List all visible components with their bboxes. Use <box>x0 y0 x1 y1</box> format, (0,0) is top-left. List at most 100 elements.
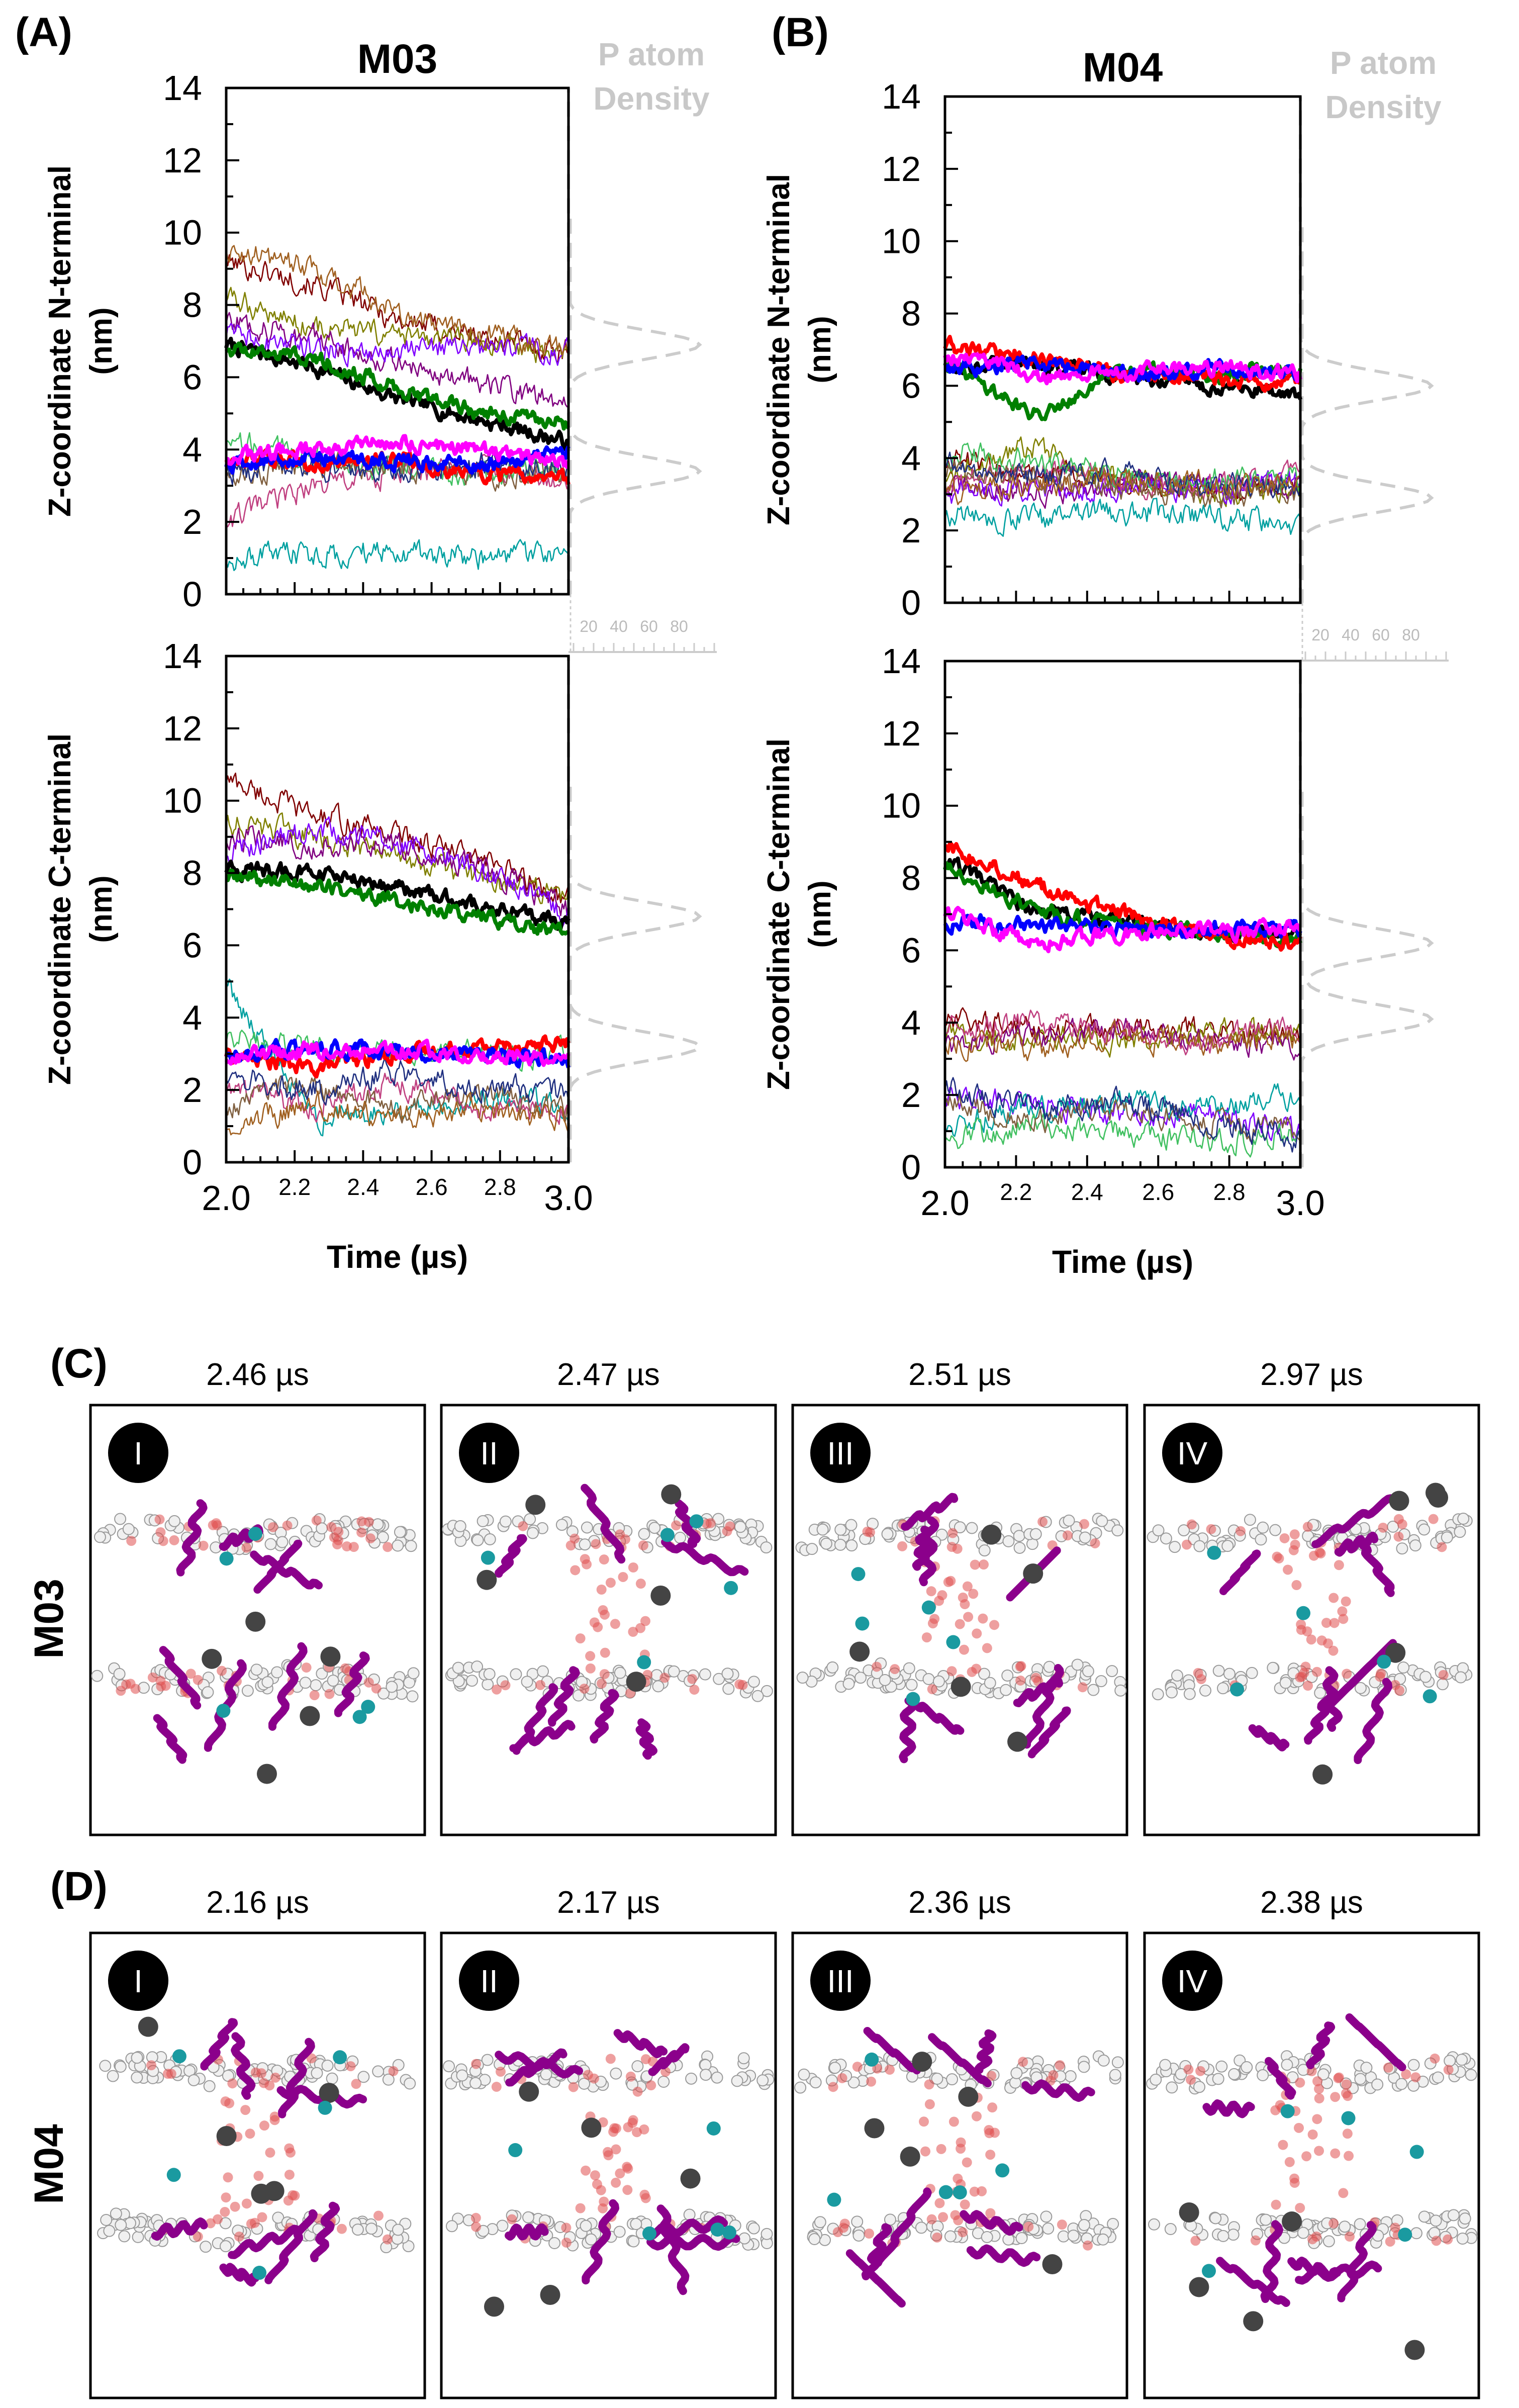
dark-bead <box>519 2081 539 2102</box>
chart-B_top: P atom Density 20 40 60 80 0 2 4 6 8 10 12 14 M04 Z-coo… <box>762 45 1449 662</box>
helix-ribbon <box>675 1499 701 1548</box>
lipid-head-bead <box>847 2076 860 2089</box>
water-bead <box>169 1535 179 1545</box>
water-bead <box>324 1689 335 1699</box>
water-bead <box>885 2065 895 2075</box>
lipid-head-bead <box>110 2207 122 2220</box>
helix-ribbon <box>1306 2021 1336 2070</box>
water-bead <box>1328 1645 1339 1656</box>
lipid-head-bead <box>1043 1660 1056 1673</box>
lipid-head-bead <box>202 1686 214 1699</box>
helix-ribbon <box>908 1697 965 1735</box>
lipid-head-bead <box>1193 2081 1206 2093</box>
water-bead <box>946 1542 957 1552</box>
lipid-head-bead <box>1354 1682 1367 1694</box>
water-bead <box>1190 2236 1201 2246</box>
series-thin-8 <box>944 1093 1301 1142</box>
helix-ribbon <box>646 2234 740 2251</box>
lipid-head-bead <box>852 2229 865 2242</box>
lipid-head-bead <box>1078 2219 1090 2232</box>
lipid-head-bead <box>271 1666 283 1679</box>
y-axis-label-line1: Z-coordinate N-terminal <box>762 174 796 525</box>
water-bead <box>968 1589 979 1599</box>
density-label-line1: P atom <box>1330 45 1437 81</box>
water-bead <box>589 2073 599 2084</box>
lipid-head-bead <box>674 1531 687 1544</box>
series-thin-3 <box>225 825 569 916</box>
snapshot-frame <box>89 1931 426 2399</box>
water-bead <box>948 2116 959 2127</box>
helix-ribbon <box>960 2210 1023 2236</box>
roman-badge <box>1162 1951 1222 2011</box>
roman-badge <box>108 1423 168 1483</box>
marker-bead <box>219 1551 234 1566</box>
water-bead <box>985 2208 996 2218</box>
lipid-head-bead <box>261 1676 274 1689</box>
snapshot-time: 2.46 µs <box>206 1357 309 1392</box>
x-tick-label: 2.2 <box>1000 1179 1032 1205</box>
water-bead <box>956 2144 966 2154</box>
water-bead <box>217 1665 227 1676</box>
lipid-head-bead <box>1109 2069 1121 2081</box>
series-thin-3 <box>225 312 569 408</box>
water-bead <box>268 1522 278 1532</box>
water-bead <box>1295 1672 1305 1683</box>
water-bead <box>963 1612 974 1622</box>
lipid-head-bead <box>484 1533 496 1545</box>
lipid-head-bead <box>471 1660 484 1673</box>
water-bead <box>227 2078 238 2089</box>
helix-ribbon <box>648 2043 690 2076</box>
lipid-head-bead <box>407 1667 420 1680</box>
water-bead <box>1385 2236 1395 2247</box>
roman-badge <box>459 1951 519 2011</box>
series-thick-1 <box>224 859 571 931</box>
snapshot-d-2: 2.17 µs II <box>440 1885 777 2399</box>
protein-ribbons <box>1219 1494 1397 1765</box>
helix-ribbon <box>1357 1538 1395 1597</box>
lipid-head-bead <box>1064 2070 1077 2083</box>
helix-ribbon <box>613 2029 668 2059</box>
helix-ribbon <box>874 2187 932 2267</box>
marker-bead <box>1280 2104 1295 2118</box>
lipid-head-bead <box>445 2220 458 2233</box>
roman-numeral: I <box>134 1963 143 1999</box>
roman-numeral: II <box>480 1435 498 1471</box>
water-bead <box>599 1669 610 1680</box>
marker-bead <box>706 2121 721 2136</box>
water-bead <box>1295 2202 1305 2213</box>
series-thin-4 <box>225 323 569 367</box>
water-bead <box>921 1632 932 1643</box>
dark-bead <box>864 2118 885 2139</box>
water-bead <box>585 1651 596 1661</box>
water-bead <box>1330 2148 1341 2159</box>
lipid-head-bead <box>107 2070 119 2082</box>
water-bead <box>363 1677 374 1688</box>
lipid-head-bead <box>1354 2218 1366 2231</box>
lipid-head-bead <box>1371 2078 1384 2091</box>
water-bead <box>1338 1614 1349 1624</box>
dark-bead <box>680 2168 701 2189</box>
marker-bead <box>1422 1689 1437 1704</box>
lipid-head-bead <box>1087 1684 1100 1696</box>
water-bead <box>258 2078 269 2088</box>
marker-bead <box>938 2185 953 2199</box>
lipid-head-bead <box>1441 1531 1453 1544</box>
lipid-head-bead <box>581 1521 593 1534</box>
water-bead <box>1344 2151 1354 2161</box>
helix-ribbon <box>581 1484 626 1564</box>
lipid-head-bead <box>1281 2059 1293 2071</box>
water-bead <box>950 2210 961 2220</box>
lipid-head-bead <box>1354 2073 1367 2085</box>
water-bead <box>890 1664 900 1675</box>
series-thin-10 <box>225 245 569 356</box>
water-bead <box>580 1554 590 1564</box>
y-axis-label-line1: Z-coordinate N-terminal <box>43 165 77 517</box>
series-thin-9 <box>944 451 1301 499</box>
lipid-head-bead <box>1457 1513 1470 1525</box>
lipid-head-bead <box>700 2069 712 2081</box>
water-bead <box>116 1686 126 1696</box>
helix-ribbon <box>1337 2221 1377 2302</box>
water-bead <box>241 2198 252 2209</box>
helix-ribbon <box>1311 1494 1396 1548</box>
water-bead <box>1037 1517 1048 1527</box>
